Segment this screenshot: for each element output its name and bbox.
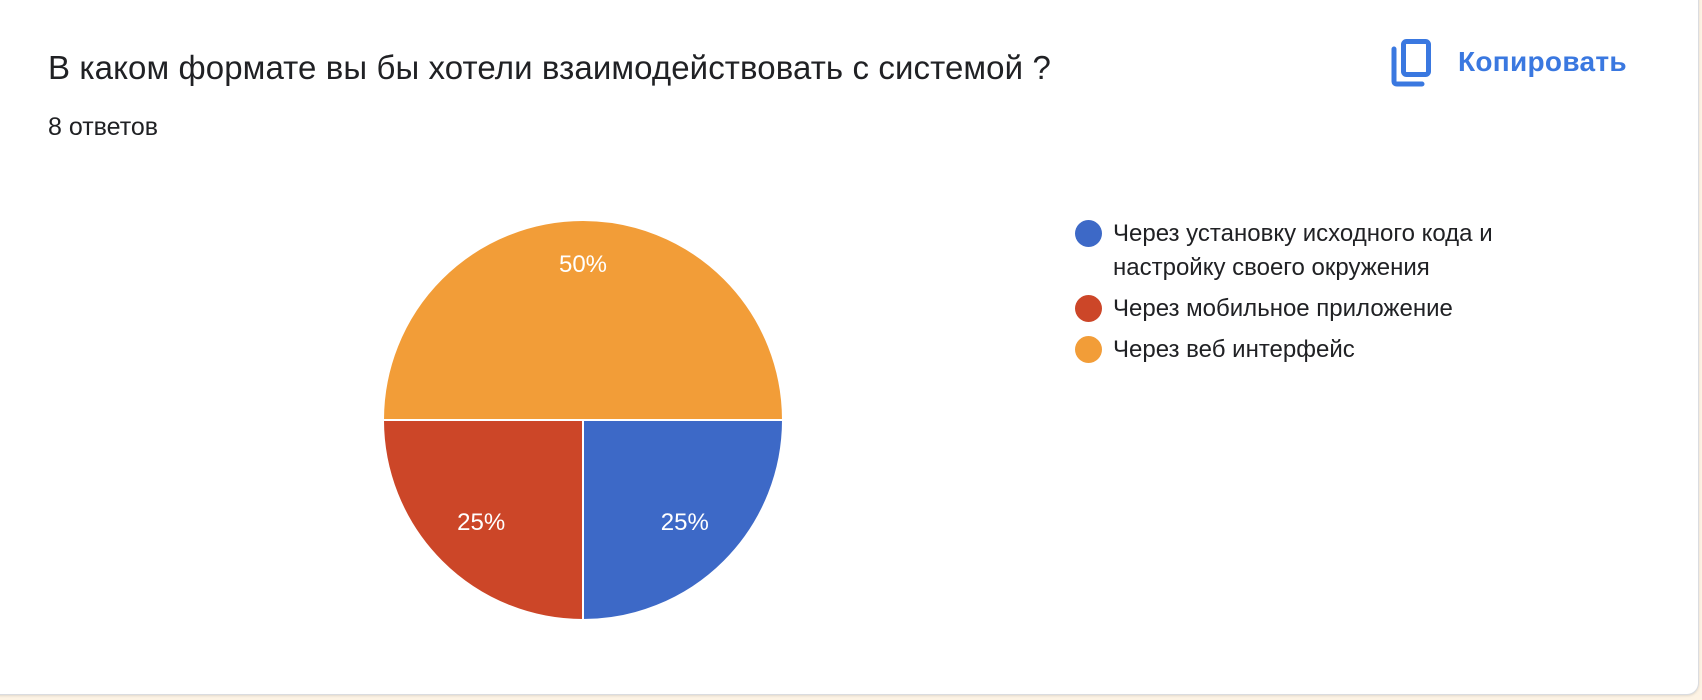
copy-label: Копировать: [1458, 46, 1627, 77]
copy-chart-button[interactable]: Копировать: [1388, 36, 1627, 88]
legend-dot-icon: [1075, 336, 1102, 363]
pie-slice[interactable]: [582, 419, 785, 622]
legend-label: Через мобильное приложение: [1113, 295, 1453, 322]
pie-slice-percent-label: 25%: [661, 509, 709, 536]
legend-label: Через веб интерфейс: [1113, 336, 1355, 363]
copy-icon: [1391, 39, 1431, 87]
legend-dot-icon: [1075, 295, 1102, 322]
chart-legend: Через установку исходного кода и настрой…: [1075, 217, 1595, 374]
response-count: 8 ответов: [48, 113, 159, 141]
legend-label: Через установку исходного кода и настрой…: [1113, 220, 1493, 281]
pie-chart-svg: 25% 25% 50%: [381, 219, 785, 622]
legend-dot-icon: [1075, 220, 1102, 247]
question-title: В каком формате вы бы хотели взаимодейст…: [48, 49, 1051, 86]
legend-item-mobile-app[interactable]: Через мобильное приложение: [1075, 292, 1595, 326]
pie-slice-percent-label: 50%: [559, 251, 607, 278]
pie-slice-percent-label: 25%: [457, 509, 505, 536]
pie-slice[interactable]: [381, 419, 584, 622]
pie-chart: 25% 25% 50%: [381, 218, 785, 622]
legend-item-source-install[interactable]: Через установку исходного кода и настрой…: [1075, 217, 1595, 285]
pie-slice[interactable]: [381, 219, 785, 421]
legend-item-web-interface[interactable]: Через веб интерфейс: [1075, 333, 1595, 367]
